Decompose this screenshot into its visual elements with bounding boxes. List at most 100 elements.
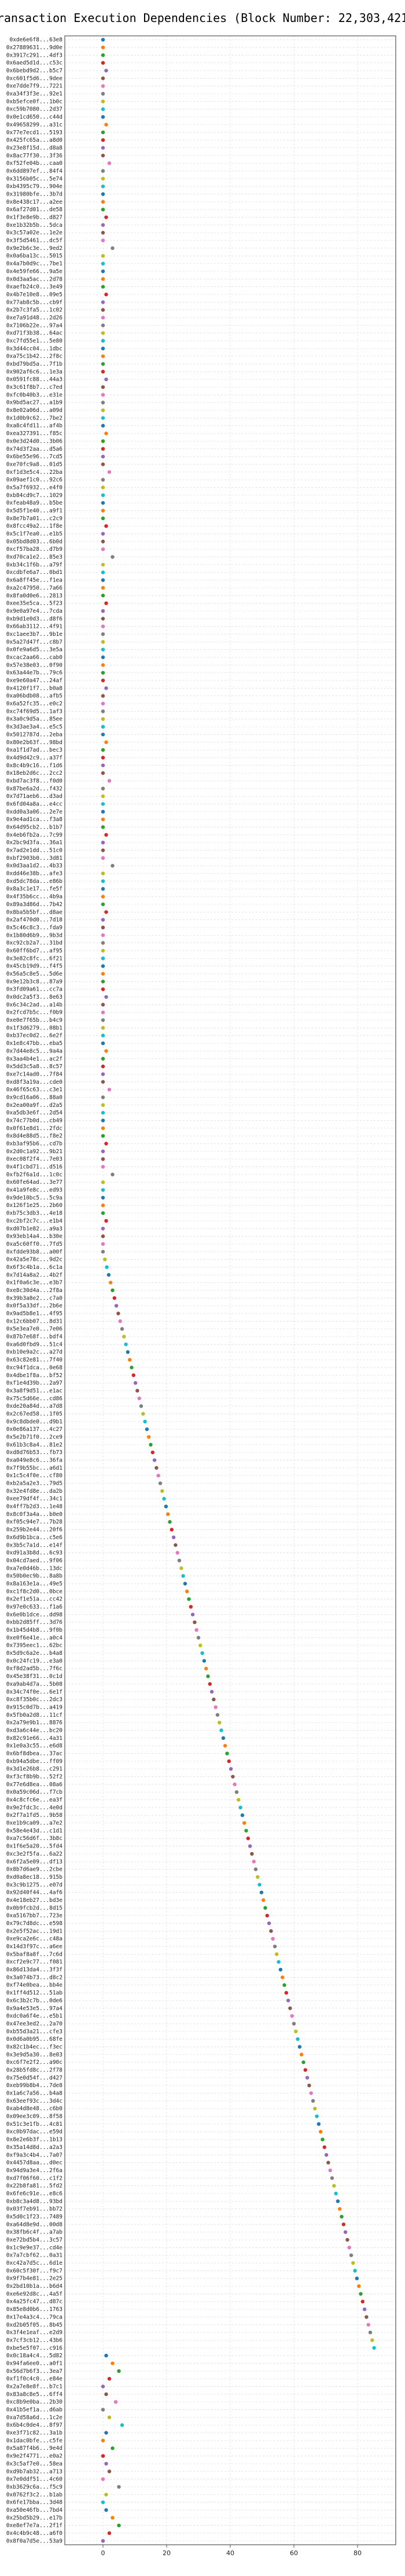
- data-point: [104, 2392, 108, 2397]
- y-tick-label: 0xc8f35b0c...2dc3: [6, 1697, 62, 1703]
- data-point: [281, 1975, 285, 1979]
- y-tick-label: 0xe7a91d48...2d26: [6, 315, 63, 321]
- data-point: [101, 207, 105, 212]
- data-point: [101, 539, 105, 544]
- y-tick-label: 0x7cf3cb12...43b6: [6, 2337, 63, 2343]
- data-point: [107, 2470, 112, 2474]
- y-tick-label: 0xa1f1d7ad...bec3: [6, 747, 62, 753]
- y-tick-label: 0x7ad2e1dd...51c0: [6, 848, 63, 854]
- y-tick-label: 0x0f5a33df...2b6e: [6, 1303, 63, 1309]
- data-point: [101, 176, 105, 181]
- data-point: [104, 833, 108, 837]
- data-point: [101, 516, 105, 521]
- y-tick-label: 0xf9a3c4b4...7a07: [6, 2152, 62, 2158]
- data-point: [149, 1442, 153, 1447]
- data-point: [292, 2022, 296, 2026]
- y-tick-label: 0x4a7b0d9c...7be1: [6, 261, 63, 267]
- data-point: [269, 1929, 273, 1933]
- y-tick-label: 0x9cd16a06...88a0: [6, 1094, 63, 1101]
- data-point: [366, 2323, 370, 2327]
- data-point: [101, 609, 105, 613]
- data-point: [360, 2299, 365, 2303]
- y-tick-label: 0x14d3f97c...a6ee: [6, 1944, 63, 1950]
- y-tick-label: 0x94fa6ee0...a0f1: [6, 2360, 63, 2367]
- data-point: [101, 262, 105, 266]
- data-point: [311, 2099, 315, 2103]
- y-tick-label: 0x47ee3ed2...2a70: [6, 2021, 63, 2027]
- y-tick-label: 0x0c18a4c4...5d82: [6, 2353, 62, 2359]
- data-point: [101, 594, 105, 598]
- data-point: [101, 2500, 105, 2504]
- y-tick-label: 0xe9e60a47...24af: [6, 678, 62, 684]
- y-tick-label: 0x0dc2a5f3...8e63: [6, 994, 62, 1000]
- y-tick-label: 0xdd0a3a06...2e7e: [6, 809, 63, 815]
- data-point: [101, 1010, 105, 1014]
- data-point: [107, 2376, 112, 2381]
- data-point: [101, 918, 105, 922]
- data-point: [152, 1458, 157, 1462]
- y-tick-label: 0x9f7b4e81...2e25: [6, 2276, 62, 2282]
- data-point: [101, 655, 105, 660]
- data-point: [365, 2315, 369, 2319]
- data-point: [116, 1311, 120, 1316]
- y-tick-label: 0x74c77b0d...cb49: [6, 1117, 63, 1124]
- y-tick-label: 0x8e02a06d...a09d: [6, 407, 62, 414]
- y-tick-label: 0x4a25fc47...d87c: [6, 2299, 62, 2305]
- data-point: [101, 2454, 105, 2458]
- y-tick-label: 0xf1f0c4c0...e84e: [6, 2376, 63, 2382]
- data-point: [101, 902, 105, 907]
- y-tick-label: 0xf8d2ad5b...7f6c: [6, 1666, 62, 1672]
- y-tick-label: 0x5d5f1e40...a9f1: [6, 508, 63, 514]
- y-tick-label: 0xc94f1dca...0e68: [6, 1364, 63, 1371]
- y-tick-label: 0x9de10bc5...5c9a: [6, 1195, 62, 1201]
- y-tick-label: 0x3e9d5a30...8e03: [6, 2052, 62, 2058]
- data-point: [277, 1960, 281, 1964]
- data-point: [114, 1304, 119, 1308]
- data-point: [111, 1288, 115, 1293]
- y-tick-label: 0x6dd897ef...84f4: [6, 168, 63, 174]
- x-tick-label: 20: [163, 2549, 171, 2557]
- data-point: [357, 2284, 361, 2288]
- y-tick-label: 0x0591fc88...44a3: [6, 377, 62, 383]
- y-tick-label: 0x2f7a1fd5...9b58: [6, 1812, 63, 1819]
- data-point: [147, 1435, 151, 1439]
- y-tick-label: 0x3c9b1275...e07d: [6, 1882, 62, 1888]
- data-point: [336, 2199, 340, 2203]
- data-point: [118, 1319, 122, 1323]
- y-tick-label: 0x9e12b3c8...87a9: [6, 978, 63, 985]
- data-point: [101, 1242, 105, 1246]
- y-tick-label: 0x3c57a02e...1e2e: [6, 230, 63, 236]
- y-tick-label: 0xcf2e9c77...f081: [6, 1959, 63, 1966]
- data-point: [196, 1636, 201, 1640]
- y-tick-label: 0xe0f6e41e...a0c4: [6, 1635, 63, 1641]
- y-tick-label: 0xe8c30d4a...2f8a: [6, 1287, 62, 1294]
- data-point: [101, 1080, 105, 1084]
- y-tick-label: 0x7395eec1...62bc: [6, 1643, 62, 1649]
- y-tick-label: 0x3fd09a61...cc7a: [6, 987, 62, 993]
- data-points: [101, 38, 376, 2543]
- data-point: [101, 1180, 105, 1184]
- y-tick-label: 0x4e59fe66...9a5e: [6, 268, 63, 275]
- y-tick-label: 0x63eef93c...3d4c: [6, 2098, 62, 2104]
- data-point: [101, 408, 105, 413]
- y-tick-label: 0x8e2e6b3f...1b13: [6, 2137, 62, 2143]
- y-tick-label: 0xf1d3e5c4...22ba: [6, 469, 62, 476]
- y-tick-label: 0x5fb0a2d8...11cf: [6, 1712, 62, 1718]
- y-tick-label: 0x3a8f9d51...e1ac: [6, 1388, 62, 1394]
- data-point: [246, 1837, 250, 1841]
- data-point: [101, 887, 105, 891]
- y-tick-label: 0x64d95cb2...b1b7: [6, 825, 62, 831]
- data-point: [238, 1805, 242, 1810]
- y-tick-label: 0x83a8c8e5...6ff4: [6, 2391, 63, 2398]
- y-tick-label: 0x05bd8d03...6b0d: [6, 539, 62, 545]
- y-tick-label: 0x03f7eb91...bb72: [6, 2206, 62, 2213]
- data-point: [104, 601, 108, 605]
- data-point: [111, 2361, 115, 2365]
- data-point: [101, 794, 105, 798]
- data-point: [101, 347, 105, 351]
- y-tick-label: 0x0e86a137...4c27: [6, 1426, 62, 1433]
- data-point: [101, 532, 105, 536]
- data-point: [303, 2068, 307, 2072]
- y-tick-label: 0x2af470d0...7d18: [6, 917, 63, 923]
- data-point: [233, 1782, 237, 1787]
